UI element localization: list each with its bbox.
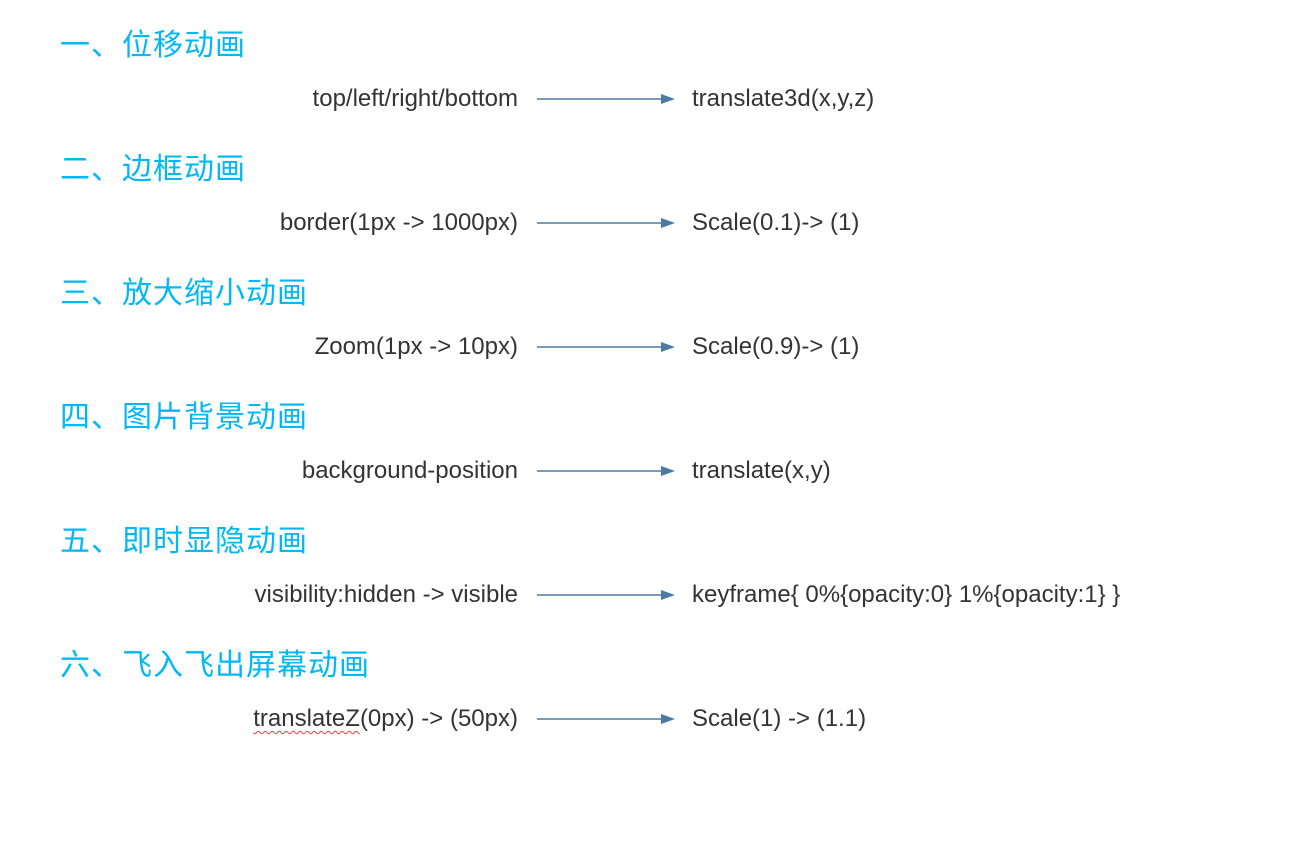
section-bgpos: 四、图片背景动画 background-position translate(x… [60,392,1230,488]
row-4: background-position translate(x,y) [60,454,1230,488]
arrow-icon [535,464,675,478]
section-border: 二、边框动画 border(1px -> 1000px) Scale(0.1)-… [60,144,1230,240]
heading-5: 五、即时显隐动画 [60,516,1230,560]
right-text-3: Scale(0.9)-> (1) [680,333,1230,361]
right-text-4: translate(x,y) [680,457,1230,485]
left-text-6: translateZ(0px) -> (50px) [60,705,530,733]
heading-1: 一、位移动画 [60,20,1230,64]
arrow-icon [535,216,675,230]
left-text-6-suffix: (0px) -> (50px) [360,705,518,732]
arrow-3 [530,340,680,354]
row-6: translateZ(0px) -> (50px) Scale(1) -> (1… [60,702,1230,736]
right-text-1: translate3d(x,y,z) [680,85,1230,113]
heading-2: 二、边框动画 [60,144,1230,188]
row-5: visibility:hidden -> visible keyframe{ 0… [60,578,1230,612]
left-text-2: border(1px -> 1000px) [60,209,530,237]
right-text-5: keyframe{ 0%{opacity:0} 1%{opacity:1} } [680,581,1230,609]
left-text-5: visibility:hidden -> visible [60,581,530,609]
heading-4: 四、图片背景动画 [60,392,1230,436]
row-3: Zoom(1px -> 10px) Scale(0.9)-> (1) [60,330,1230,364]
heading-3: 三、放大缩小动画 [60,268,1230,312]
arrow-icon [535,588,675,602]
arrow-6 [530,712,680,726]
section-flyinout: 六、飞入飞出屏幕动画 translateZ(0px) -> (50px) Sca… [60,640,1230,736]
arrow-icon [535,712,675,726]
arrow-5 [530,588,680,602]
squiggle-text: translateZ [253,705,360,732]
left-text-4: background-position [60,457,530,485]
row-1: top/left/right/bottom translate3d(x,y,z) [60,82,1230,116]
left-text-1: top/left/right/bottom [60,85,530,113]
row-2: border(1px -> 1000px) Scale(0.1)-> (1) [60,206,1230,240]
arrow-icon [535,92,675,106]
section-translation: 一、位移动画 top/left/right/bottom translate3d… [60,20,1230,116]
right-text-2: Scale(0.1)-> (1) [680,209,1230,237]
arrow-2 [530,216,680,230]
arrow-4 [530,464,680,478]
left-text-3: Zoom(1px -> 10px) [60,333,530,361]
heading-6: 六、飞入飞出屏幕动画 [60,640,1230,684]
arrow-1 [530,92,680,106]
section-zoom: 三、放大缩小动画 Zoom(1px -> 10px) Scale(0.9)-> … [60,268,1230,364]
arrow-icon [535,340,675,354]
section-visibility: 五、即时显隐动画 visibility:hidden -> visible ke… [60,516,1230,612]
right-text-6: Scale(1) -> (1.1) [680,705,1230,733]
